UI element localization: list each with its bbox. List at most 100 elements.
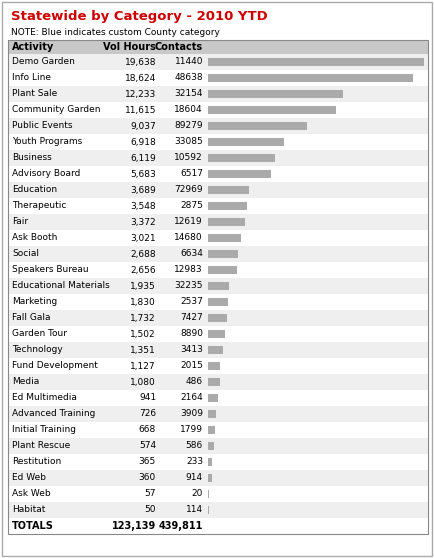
- Bar: [208, 330, 224, 338]
- Bar: [8, 182, 428, 198]
- Bar: [208, 122, 307, 131]
- Text: 19,638: 19,638: [125, 57, 156, 66]
- Text: 3,689: 3,689: [130, 185, 156, 195]
- Text: 6634: 6634: [180, 249, 203, 258]
- Text: Educational Materials: Educational Materials: [12, 281, 110, 291]
- Bar: [8, 102, 428, 118]
- Bar: [8, 518, 428, 534]
- Text: 914: 914: [186, 474, 203, 483]
- Bar: [208, 170, 270, 179]
- Text: 50: 50: [145, 506, 156, 514]
- Text: 33085: 33085: [174, 137, 203, 147]
- Bar: [8, 486, 428, 502]
- Bar: [208, 218, 245, 227]
- Text: Speakers Bureau: Speakers Bureau: [12, 266, 89, 275]
- Text: Activity: Activity: [12, 42, 54, 52]
- Text: 5,683: 5,683: [130, 170, 156, 179]
- Bar: [208, 441, 214, 450]
- Text: 12983: 12983: [174, 266, 203, 275]
- Bar: [8, 246, 428, 262]
- Text: Public Events: Public Events: [12, 122, 72, 131]
- Bar: [8, 262, 428, 278]
- Text: Ask Web: Ask Web: [12, 489, 51, 498]
- Bar: [208, 282, 229, 290]
- Bar: [8, 390, 428, 406]
- Text: Advisory Board: Advisory Board: [12, 170, 80, 179]
- Bar: [8, 310, 428, 326]
- Text: 574: 574: [139, 441, 156, 450]
- Text: Fund Development: Fund Development: [12, 362, 98, 371]
- Text: 72969: 72969: [174, 185, 203, 195]
- Bar: [8, 118, 428, 134]
- Text: Therapeutic: Therapeutic: [12, 201, 66, 210]
- Bar: [208, 105, 336, 114]
- Bar: [8, 326, 428, 342]
- Text: Fair: Fair: [12, 218, 28, 227]
- Text: 3,372: 3,372: [130, 218, 156, 227]
- Text: 32154: 32154: [174, 89, 203, 99]
- Text: 1,351: 1,351: [130, 345, 156, 354]
- Bar: [208, 393, 218, 402]
- Bar: [208, 410, 216, 418]
- Bar: [208, 458, 212, 466]
- Text: 2,688: 2,688: [130, 249, 156, 258]
- Text: 3,548: 3,548: [130, 201, 156, 210]
- Text: 360: 360: [139, 474, 156, 483]
- Text: 365: 365: [139, 458, 156, 466]
- Bar: [208, 153, 275, 162]
- Bar: [208, 57, 424, 66]
- Bar: [8, 40, 428, 534]
- Text: 12619: 12619: [174, 218, 203, 227]
- Bar: [8, 70, 428, 86]
- Bar: [8, 294, 428, 310]
- Text: Vol Hours: Vol Hours: [103, 42, 156, 52]
- Bar: [208, 266, 237, 275]
- Text: Statewide by Category - 2010 YTD: Statewide by Category - 2010 YTD: [11, 10, 268, 23]
- Text: 726: 726: [139, 410, 156, 418]
- Text: TOTALS: TOTALS: [12, 521, 54, 531]
- Text: Social: Social: [12, 249, 39, 258]
- Text: NOTE: Blue indicates custom County category: NOTE: Blue indicates custom County categ…: [11, 28, 220, 37]
- Bar: [8, 422, 428, 438]
- Text: 57: 57: [145, 489, 156, 498]
- Bar: [8, 54, 428, 70]
- Text: 1,502: 1,502: [130, 330, 156, 339]
- Text: Education: Education: [12, 185, 57, 195]
- Text: Community Garden: Community Garden: [12, 105, 101, 114]
- Text: 3,021: 3,021: [130, 233, 156, 243]
- Bar: [8, 470, 428, 486]
- Bar: [208, 297, 228, 306]
- Text: Plant Rescue: Plant Rescue: [12, 441, 70, 450]
- Text: Contacts: Contacts: [155, 42, 203, 52]
- Text: 3909: 3909: [180, 410, 203, 418]
- Text: 2164: 2164: [180, 393, 203, 402]
- Text: 8890: 8890: [180, 330, 203, 339]
- Bar: [208, 201, 247, 210]
- Bar: [208, 378, 220, 386]
- Bar: [8, 134, 428, 150]
- Bar: [208, 234, 241, 242]
- Text: 10592: 10592: [174, 153, 203, 162]
- Text: 1,935: 1,935: [130, 281, 156, 291]
- Text: 11,615: 11,615: [125, 105, 156, 114]
- Text: 6,918: 6,918: [130, 137, 156, 147]
- Text: 2537: 2537: [180, 297, 203, 306]
- Bar: [208, 186, 249, 194]
- Text: Ask Booth: Ask Booth: [12, 233, 57, 243]
- Text: 18,624: 18,624: [125, 74, 156, 83]
- Text: 668: 668: [139, 426, 156, 435]
- Text: 486: 486: [186, 378, 203, 387]
- Text: 14680: 14680: [174, 233, 203, 243]
- Text: 6,119: 6,119: [130, 153, 156, 162]
- Text: 48638: 48638: [174, 74, 203, 83]
- Text: Technology: Technology: [12, 345, 63, 354]
- Text: 20: 20: [192, 489, 203, 498]
- Text: 11440: 11440: [174, 57, 203, 66]
- Text: 89279: 89279: [174, 122, 203, 131]
- Text: 233: 233: [186, 458, 203, 466]
- Bar: [8, 406, 428, 422]
- Text: Garden Tour: Garden Tour: [12, 330, 67, 339]
- Bar: [8, 214, 428, 230]
- Text: Demo Garden: Demo Garden: [12, 57, 75, 66]
- Text: Initial Training: Initial Training: [12, 426, 76, 435]
